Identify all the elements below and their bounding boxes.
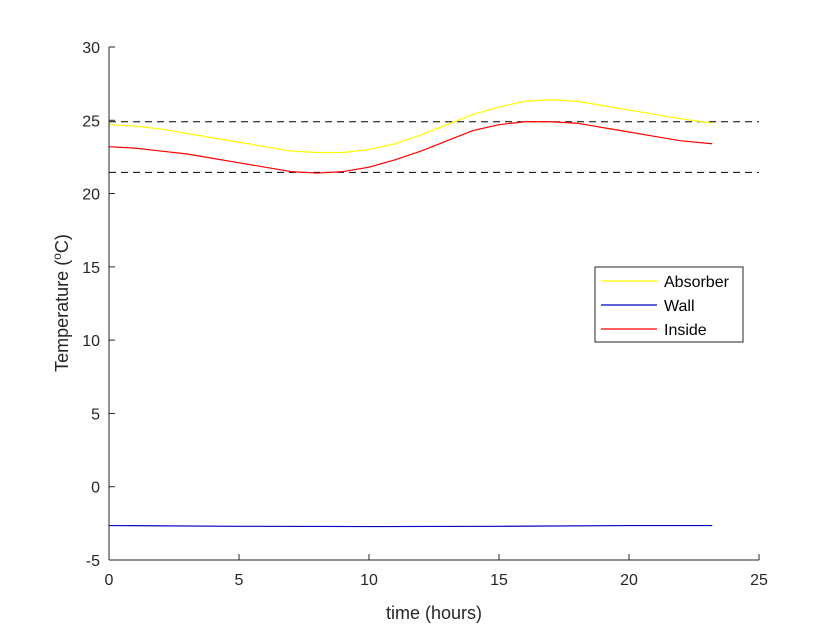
x-tick-label: 20	[620, 572, 638, 589]
axes	[108, 47, 759, 561]
y-axis-label: Temperature (oC)	[50, 234, 72, 372]
y-tick-label: 5	[91, 406, 100, 423]
legend: Absorber Wall Inside	[594, 266, 744, 343]
y-tick-label: 15	[82, 260, 100, 277]
series-line-inside	[108, 121, 713, 174]
x-tick-label: 15	[490, 572, 508, 589]
y-tick-label: 0	[91, 480, 100, 497]
legend-label-inside: Inside	[664, 322, 707, 339]
y-tick-label: 25	[82, 113, 100, 130]
x-axis-label: time (hours)	[386, 603, 482, 623]
series-line-wall	[108, 524, 713, 528]
ticks: 0 5 10 15 20 25 -5 0 5 10 15 20 25 30	[82, 40, 768, 589]
y-tick-label: 20	[82, 187, 100, 204]
x-tick-label: 25	[750, 572, 768, 589]
x-tick-label: 10	[360, 572, 378, 589]
legend-label-absorber: Absorber	[664, 274, 730, 291]
y-axis-label-superscript: o	[50, 253, 64, 260]
series-lines	[108, 99, 713, 528]
legend-label-wall: Wall	[664, 298, 695, 315]
y-axis-label-unit: C)	[52, 234, 72, 253]
x-tick-label: 0	[105, 572, 114, 589]
y-tick-label: 10	[82, 333, 100, 350]
reference-lines	[109, 121, 759, 173]
y-tick-label: -5	[86, 553, 100, 570]
x-tick-label: 5	[235, 572, 244, 589]
y-axis-label-main: Temperature (	[52, 260, 72, 372]
series-line-absorber	[108, 99, 713, 154]
y-tick-label: 30	[82, 40, 100, 57]
